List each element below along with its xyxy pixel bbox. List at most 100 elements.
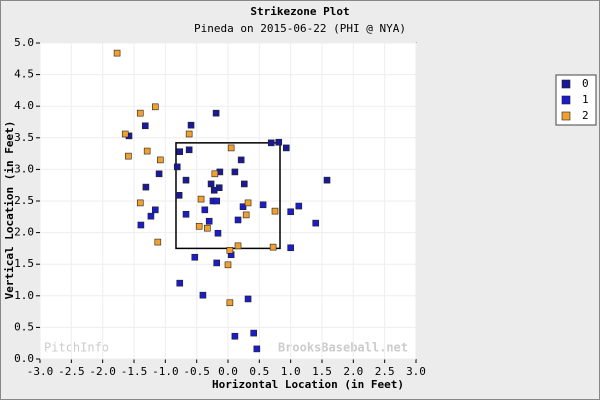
point [287,244,294,252]
y-tick-label: 1.0 [14,289,34,302]
x-tick-label: 0.0 [218,365,238,378]
point [211,170,219,178]
y-tick-label: 3.0 [14,162,34,175]
point [187,121,195,129]
point [244,295,252,303]
point [205,217,213,225]
legend-label: 2 [582,109,589,122]
point [275,138,283,146]
point [312,219,320,227]
point [207,180,215,188]
x-tick-label: 0.5 [249,365,269,378]
y-axis-label: Vertical Location (in Feet) [3,121,16,300]
point [152,103,159,111]
legend-swatch [561,111,571,121]
point [287,208,294,216]
point [155,170,163,178]
point [271,207,279,215]
watermark: PitchInfo [44,341,109,355]
x-tick-label: 2.5 [375,365,395,378]
x-tick-label: 1.5 [312,365,332,378]
point [234,242,242,250]
point [191,253,199,261]
point [295,202,303,210]
point [201,206,209,214]
y-tick-label: 0.0 [14,352,34,365]
point [323,176,331,184]
x-tick-label: -1.0 [152,365,179,378]
point [212,109,220,117]
point [282,144,290,152]
y-tick-label: 4.5 [14,68,34,81]
point [226,246,234,254]
legend-label: 0 [582,77,589,90]
point [234,216,242,224]
x-tick-label: -3.0 [27,365,54,378]
legend-swatch [561,95,571,105]
point [195,222,203,230]
y-tick-label: 2.5 [14,194,34,207]
point [204,224,211,232]
point [147,212,155,220]
y-tick-label: 0.5 [14,320,34,333]
point [239,203,247,210]
x-tick-label: -2.5 [58,365,85,378]
point [136,199,144,207]
x-tick-label: -0.5 [183,365,210,378]
point [231,168,239,176]
point [182,176,190,184]
point [176,279,184,287]
point [244,199,252,207]
x-tick-label: 1.0 [281,365,301,378]
point [242,211,250,219]
x-tick-label: 2.0 [343,365,363,378]
point [240,180,248,188]
x-tick-label: 3.0 [406,365,426,378]
point [137,221,145,229]
point [185,130,193,138]
y-tick-label: 1.5 [14,257,34,270]
point [125,152,132,160]
point [136,109,144,117]
y-tick-label: 4.0 [14,99,34,112]
point [227,144,235,152]
point [210,186,218,194]
point [226,299,234,307]
point [176,148,184,156]
point [231,332,239,340]
x-axis-label: Horizontal Location (in Feet) [212,378,404,391]
point [213,197,221,205]
point [214,229,222,237]
point [154,238,162,246]
point [113,49,121,57]
point [267,139,275,147]
chart-title: Strikezone Plot [250,5,349,18]
point [157,156,164,164]
point [142,183,150,191]
watermark: BrooksBaseball.net [278,341,408,355]
point [185,146,193,154]
point [224,261,232,269]
point [269,243,277,251]
point [182,210,190,218]
point [175,192,183,199]
legend-swatch [561,79,571,89]
x-tick-label: -1.5 [121,365,148,378]
point [237,156,245,164]
chart-subtitle: Pineda on 2015-06-22 (PHI @ NYA) [194,22,406,35]
y-tick-label: 2.0 [14,226,34,239]
point [143,147,151,155]
point [259,201,267,209]
point [152,206,159,214]
legend-label: 1 [582,93,589,106]
point [197,195,205,203]
x-tick-label: -2.0 [89,365,116,378]
point [213,259,221,267]
point [199,291,207,299]
point [253,345,261,353]
point [173,163,181,171]
point [250,329,257,337]
point [141,122,149,130]
y-tick-label: 3.5 [14,131,34,144]
